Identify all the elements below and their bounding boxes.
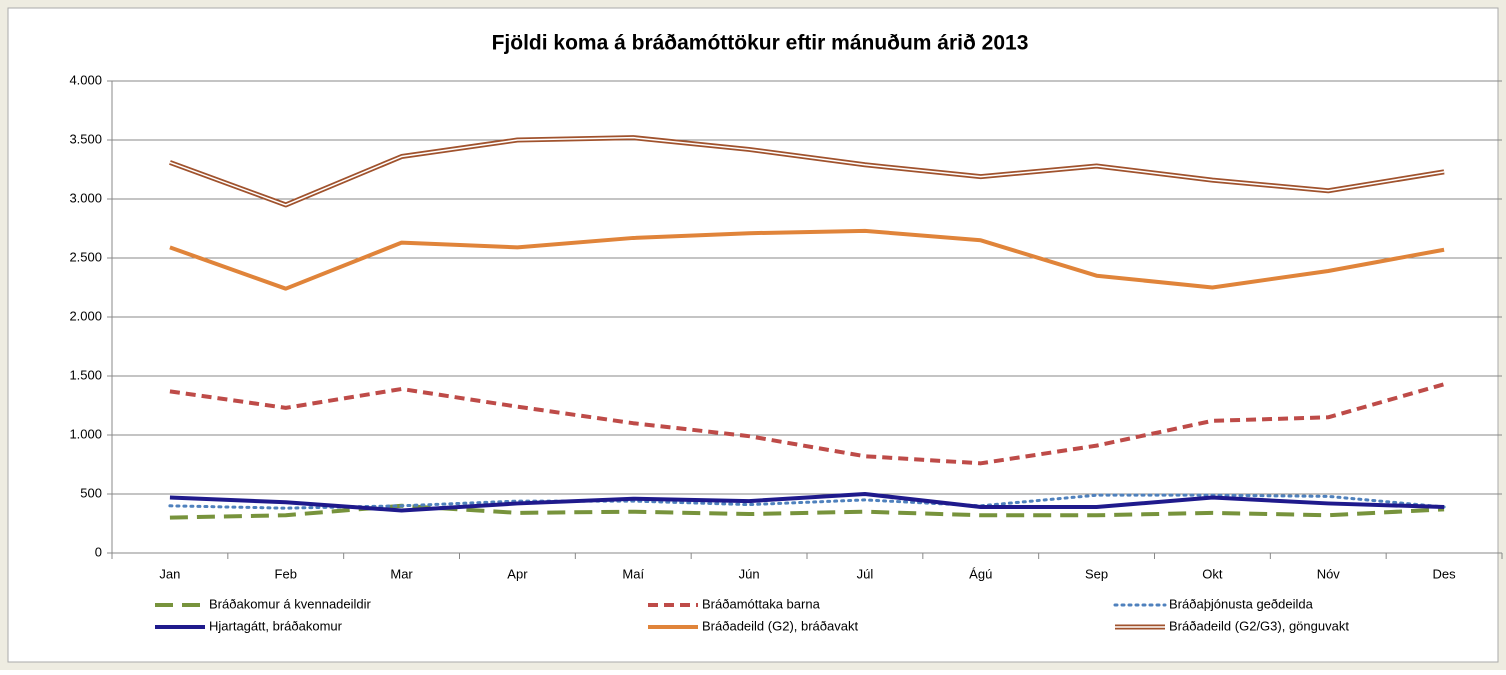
x-tick-label: Des bbox=[1433, 566, 1457, 581]
series-line bbox=[169, 492, 1445, 513]
x-tick-label: Sep bbox=[1085, 566, 1108, 581]
series-line bbox=[169, 503, 1445, 520]
x-tick-label: Okt bbox=[1202, 566, 1223, 581]
y-tick-label: 2.000 bbox=[69, 308, 102, 323]
x-tick-label: Apr bbox=[507, 566, 528, 581]
series-line bbox=[169, 228, 1445, 291]
legend-label: Bráðadeild (G2), bráðavakt bbox=[702, 618, 858, 633]
y-tick-label: 1.000 bbox=[69, 426, 102, 441]
x-tick-label: Maí bbox=[622, 566, 644, 581]
chart-area bbox=[7, 7, 1499, 663]
x-tick-label: Jún bbox=[739, 566, 760, 581]
x-tick-label: Nóv bbox=[1317, 566, 1341, 581]
y-tick-label: 0 bbox=[95, 544, 102, 559]
legend-label: Bráðadeild (G2/G3), gönguvakt bbox=[1169, 618, 1349, 633]
x-tick-label: Ágú bbox=[969, 566, 992, 581]
chart-title: Fjöldi koma á bráðamóttökur eftir mánuðu… bbox=[492, 32, 1029, 55]
series-line-inner bbox=[169, 136, 1445, 206]
legend-label: Bráðamóttaka barna bbox=[702, 596, 821, 611]
legend-label: Bráðaþjónusta geðdeilda bbox=[1169, 596, 1314, 611]
legend-label: Bráðakomur á kvennadeildir bbox=[209, 596, 372, 611]
legend-label: Hjartagátt, bráðakomur bbox=[209, 618, 343, 633]
y-tick-label: 2.500 bbox=[69, 249, 102, 264]
x-tick-label: Feb bbox=[275, 566, 297, 581]
y-tick-label: 3.000 bbox=[69, 190, 102, 205]
x-tick-label: Mar bbox=[390, 566, 413, 581]
y-tick-label: 500 bbox=[80, 485, 102, 500]
y-tick-label: 1.500 bbox=[69, 367, 102, 382]
series-line bbox=[169, 382, 1445, 466]
series-line bbox=[168, 493, 1446, 510]
y-tick-label: 4.000 bbox=[69, 72, 102, 87]
y-tick-label: 3.500 bbox=[69, 131, 102, 146]
x-tick-label: Júl bbox=[857, 566, 874, 581]
x-tick-label: Jan bbox=[159, 566, 180, 581]
